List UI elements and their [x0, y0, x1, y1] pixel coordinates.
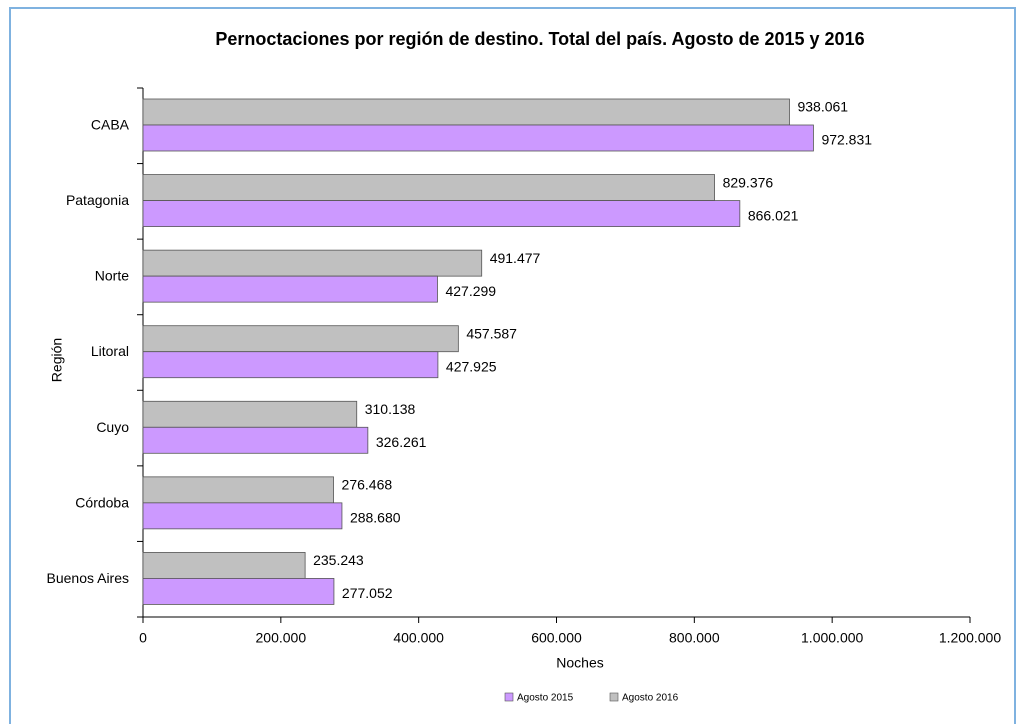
y-tick-label: Norte — [95, 268, 129, 284]
legend-swatch — [609, 692, 619, 702]
value-label: 276.468 — [342, 477, 393, 493]
y-tick-label: CABA — [91, 116, 130, 132]
bar — [142, 249, 483, 277]
value-label: 310.138 — [365, 401, 416, 417]
bar — [142, 174, 715, 201]
value-label: 288.680 — [350, 510, 401, 526]
x-tick-label: 1.200.000 — [939, 630, 1001, 646]
bar — [142, 200, 741, 227]
value-label: 491.477 — [490, 250, 541, 266]
y-axis-label: Región — [49, 338, 65, 382]
x-tick-label: 600.000 — [531, 630, 582, 646]
y-tick-label: Cuyo — [96, 419, 129, 435]
value-label: 457.587 — [466, 325, 517, 341]
value-label: 235.243 — [313, 552, 364, 568]
bar — [142, 325, 459, 353]
y-tick-label: Buenos Aires — [47, 570, 130, 586]
legend-swatch — [504, 692, 514, 702]
x-tick-label: 800.000 — [669, 630, 720, 646]
legend-label: Agosto 2016 — [622, 693, 679, 704]
value-label: 427.925 — [446, 358, 497, 374]
bar — [142, 426, 369, 454]
value-label: 326.261 — [376, 434, 427, 450]
value-label: 938.061 — [797, 99, 848, 115]
bar — [142, 98, 790, 126]
value-label: 427.299 — [445, 283, 496, 299]
x-tick-label: 1.000.000 — [801, 630, 863, 646]
y-tick-label: Patagonia — [66, 192, 129, 208]
bar — [142, 502, 343, 530]
bar — [142, 578, 335, 605]
value-label: 277.052 — [342, 585, 393, 601]
bar — [142, 275, 438, 303]
bar — [142, 351, 439, 379]
bar — [142, 552, 306, 579]
value-label: 866.021 — [748, 207, 799, 223]
x-tick-label: 0 — [139, 630, 147, 646]
legend-label: Agosto 2015 — [517, 693, 574, 704]
y-tick-label: Litoral — [91, 343, 129, 359]
bar — [142, 476, 334, 504]
value-label: 972.831 — [821, 132, 872, 148]
bar — [142, 124, 814, 152]
value-label: 829.376 — [723, 174, 774, 190]
bar — [142, 400, 358, 428]
x-tick-label: 200.000 — [256, 630, 307, 646]
chart-title: Pernoctaciones por región de destino. To… — [215, 29, 864, 49]
x-axis-label: Noches — [556, 655, 603, 671]
y-tick-label: Córdoba — [75, 494, 129, 510]
x-tick-label: 400.000 — [393, 630, 444, 646]
